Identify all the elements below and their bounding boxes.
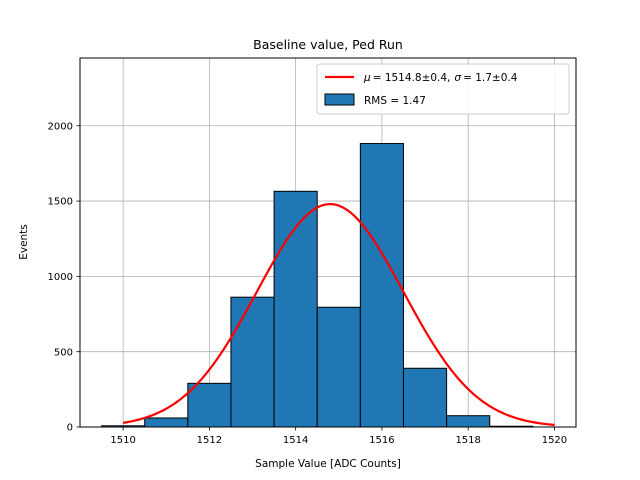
- y-tick-label: 500: [54, 347, 73, 358]
- legend-fit-mu-text: = 1514.8±0.4,: [373, 72, 451, 84]
- histogram-bar: [144, 417, 189, 428]
- y-tick-label: 1000: [48, 272, 73, 283]
- y-axis-ticks: 0 500 1000 1500 2000: [48, 121, 80, 434]
- x-tick-label: 1516: [369, 435, 394, 446]
- x-tick-label: 1512: [197, 435, 222, 446]
- legend: μ = 1514.8±0.4, σ = 1.7±0.4 RMS = 1.47: [316, 63, 570, 115]
- plot-frame: [79, 57, 577, 428]
- x-tick-label: 1510: [110, 435, 135, 446]
- legend-hist-label: RMS = 1.47: [364, 95, 426, 107]
- x-axis-ticks: 1510 1512 1514 1516 1518 1520: [110, 427, 567, 446]
- y-tick-label: 0: [67, 423, 73, 434]
- chart-title: Baseline value, Ped Run: [253, 37, 403, 52]
- gaussian-fit-curve: [122, 202, 555, 427]
- histogram-bar: [316, 306, 361, 428]
- histogram-bar: [402, 367, 448, 428]
- y-tick-label: 1500: [48, 197, 73, 208]
- histogram-bar: [359, 143, 404, 428]
- legend-hist-swatch: [324, 93, 355, 106]
- legend-box: [316, 63, 570, 115]
- histogram-bar: [230, 296, 275, 428]
- y-axis-label: Events: [18, 224, 30, 260]
- x-tick-label: 1518: [455, 435, 480, 446]
- y-tick-label: 2000: [48, 121, 73, 132]
- legend-fit-label: μ = 1514.8±0.4, σ = 1.7±0.4: [363, 72, 518, 84]
- legend-fit-sigma-text: = 1.7±0.4: [463, 72, 518, 84]
- histogram-bar: [187, 382, 232, 428]
- x-tick-label: 1520: [542, 435, 567, 446]
- x-tick-label: 1514: [283, 435, 308, 446]
- histogram-bar: [273, 190, 318, 428]
- x-axis-label: Sample Value [ADC Counts]: [255, 458, 401, 470]
- histogram-bar: [446, 415, 491, 428]
